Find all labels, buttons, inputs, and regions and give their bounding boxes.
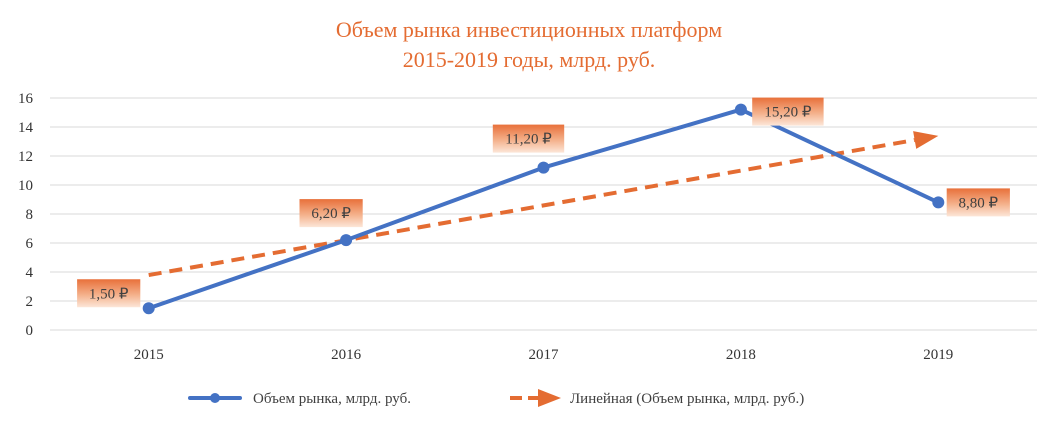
y-tick-label: 4 [26, 265, 34, 281]
trendline-arrowhead [913, 131, 939, 149]
data-label-text: 8,80 ₽ [959, 195, 999, 211]
y-tick-label: 8 [26, 207, 34, 223]
y-tick-label: 14 [18, 120, 34, 136]
data-label-box [77, 279, 141, 308]
chart-title-line-1: Объем рынка инвестиционных платформ [336, 17, 722, 42]
chart-title-line-2: 2015-2019 годы, млрд. руб. [403, 47, 656, 72]
data-point [340, 234, 353, 247]
trendline-arrow-icon [538, 389, 561, 407]
legend-item-trendline: Линейная (Объем рынка, млрд. руб.) [510, 389, 804, 407]
x-tick-label: 2017 [529, 347, 560, 363]
y-tick-label: 2 [26, 294, 34, 310]
data-label: 6,20 ₽ [299, 199, 363, 228]
y-tick-label: 0 [26, 323, 34, 339]
y-axis: 0 2 4 6 8 10 12 14 16 [18, 91, 34, 339]
data-label-box [946, 188, 1010, 217]
legend-label-market: Объем рынка, млрд. руб. [253, 391, 411, 407]
data-point [537, 161, 550, 174]
data-label-box [492, 124, 565, 153]
x-tick-label: 2019 [923, 347, 953, 363]
data-label-text: 6,20 ₽ [311, 206, 351, 222]
data-label-text: 11,20 ₽ [505, 132, 552, 148]
grid-lines [50, 97, 1037, 331]
data-label: 1,50 ₽ [77, 279, 141, 308]
data-label: 15,20 ₽ [752, 97, 824, 126]
y-tick-label: 16 [18, 91, 34, 107]
y-tick-label: 6 [26, 236, 34, 252]
x-tick-label: 2018 [726, 347, 756, 363]
x-axis: 2015 2016 2017 2018 2019 [134, 347, 954, 363]
data-label: 8,80 ₽ [946, 188, 1010, 217]
market-series [142, 103, 945, 315]
legend-label-trendline: Линейная (Объем рынка, млрд. руб.) [570, 391, 804, 407]
data-label-box [752, 97, 824, 126]
data-label-text: 15,20 ₽ [764, 105, 812, 121]
data-labels: 1,50 ₽ 6,20 ₽ 11,20 ₽ 15,20 ₽ 8,80 ₽ [77, 97, 1010, 308]
trendline-series [148, 131, 939, 278]
data-label-box [299, 199, 363, 228]
x-tick-label: 2016 [331, 347, 362, 363]
data-label-text: 1,50 ₽ [89, 286, 129, 302]
data-label: 11,20 ₽ [492, 124, 565, 153]
x-tick-label: 2015 [134, 347, 164, 363]
y-tick-label: 10 [18, 178, 33, 194]
data-point [932, 196, 945, 209]
data-point [734, 103, 747, 116]
trendline [148, 138, 916, 278]
y-tick-label: 12 [18, 149, 33, 165]
data-point [142, 302, 155, 315]
legend: Объем рынка, млрд. руб. Линейная (Объем … [188, 389, 804, 407]
legend-item-market: Объем рынка, млрд. руб. [188, 391, 411, 407]
